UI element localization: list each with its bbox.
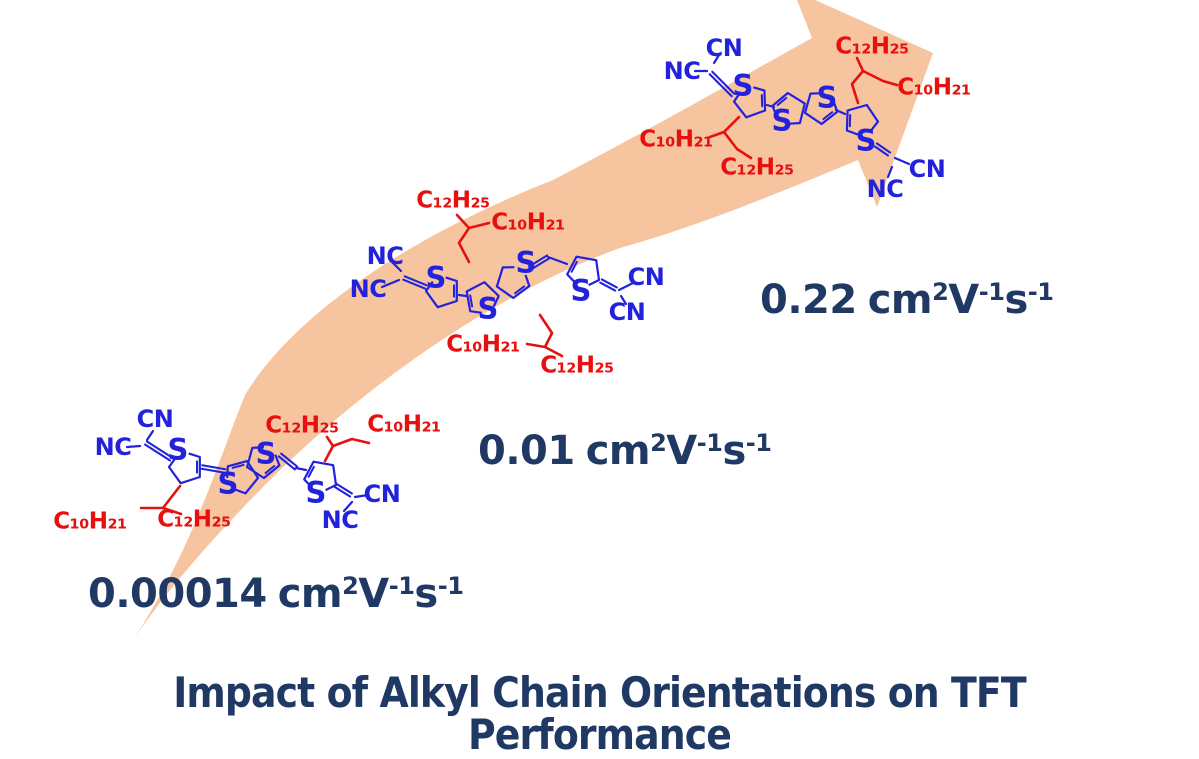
sulfur-label: S <box>218 470 239 499</box>
cyano-label: NC <box>95 435 132 459</box>
mobility-number: 0.01 <box>478 428 575 474</box>
figure-title: Impact of Alkyl Chain Orientations on TF… <box>60 672 1139 756</box>
alkyl-chain-label: C₁₂H₂₅ <box>540 355 613 378</box>
sulfur-label: S <box>306 479 327 508</box>
alkyl-chain-label: C₁₀H₂₁ <box>491 212 564 235</box>
figure-canvas: CN NC S S S S CN NC C₁₀H₂₁ C₁₂H₂₅ C₁₂H₂₅… <box>0 0 1199 735</box>
sulfur-label: S <box>256 440 277 469</box>
bond <box>459 295 466 296</box>
cyano-label: CN <box>706 36 743 60</box>
sulfur-label: S <box>516 249 537 278</box>
alkyl-chain-label: C₁₂H₂₅ <box>720 157 793 180</box>
cyano-label: CN <box>628 265 665 289</box>
mobility-unit: cm2V-1s-1 <box>586 428 772 474</box>
alkyl-chain <box>325 437 333 461</box>
alkyl-chain-label: C₁₀H₂₁ <box>367 414 440 437</box>
cyano-label: NC <box>664 59 701 83</box>
alkyl-chain-label: C₁₂H₂₅ <box>265 415 338 438</box>
cyano-label: CN <box>364 482 401 506</box>
alkyl-chain-label: C₁₂H₂₅ <box>416 190 489 213</box>
alkyl-chain-label: C₁₀H₂₁ <box>446 334 519 357</box>
growth-swoosh-arrow <box>128 0 933 648</box>
cyano-label: CN <box>909 157 946 181</box>
sulfur-label: S <box>426 264 447 293</box>
alkyl-chain <box>540 315 552 347</box>
alkyl-chain-label: C₁₀H₂₁ <box>639 129 712 152</box>
alkyl-chain-label: C₁₀H₂₁ <box>53 511 126 534</box>
cyano-label: NC <box>350 277 387 301</box>
alkyl-chain-label: C₁₂H₂₅ <box>157 509 230 532</box>
sulfur-label: S <box>733 72 754 101</box>
alkyl-chain <box>527 344 545 347</box>
mobility-unit: cm2V-1s-1 <box>278 571 464 617</box>
cyano-label: NC <box>867 177 904 201</box>
cyano-label: NC <box>367 244 404 268</box>
sulfur-label: S <box>856 127 877 156</box>
mobility-number: 0.00014 <box>88 571 267 617</box>
sulfur-label: S <box>168 436 189 465</box>
sulfur-label: S <box>571 277 592 306</box>
alkyl-chain-label: C₁₂H₂₅ <box>835 36 908 59</box>
alkyl-chain <box>141 486 180 508</box>
double-bond <box>600 283 615 291</box>
bond <box>895 158 909 164</box>
cyano-label: NC <box>322 508 359 532</box>
double-bond <box>602 279 617 287</box>
double-bond <box>145 445 170 461</box>
alkyl-chain-label: C₁₀H₂₁ <box>897 77 970 100</box>
sulfur-label: S <box>772 107 793 136</box>
sulfur-label: S <box>478 295 499 324</box>
sulfur-label: S <box>817 84 838 113</box>
cyano-label: CN <box>609 300 646 324</box>
bond <box>296 468 306 470</box>
mobility-unit: cm2V-1s-1 <box>868 277 1054 323</box>
cyano-label: CN <box>137 407 174 431</box>
mobility-number: 0.22 <box>760 277 857 323</box>
alkyl-chain <box>333 439 369 446</box>
